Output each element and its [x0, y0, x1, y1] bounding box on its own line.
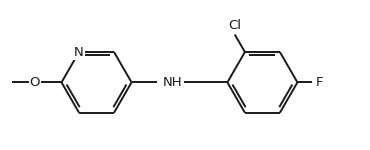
- Text: F: F: [316, 76, 323, 89]
- Text: Cl: Cl: [228, 19, 241, 32]
- Text: O: O: [30, 76, 40, 89]
- Text: N: N: [74, 46, 84, 59]
- Text: NH: NH: [163, 76, 182, 89]
